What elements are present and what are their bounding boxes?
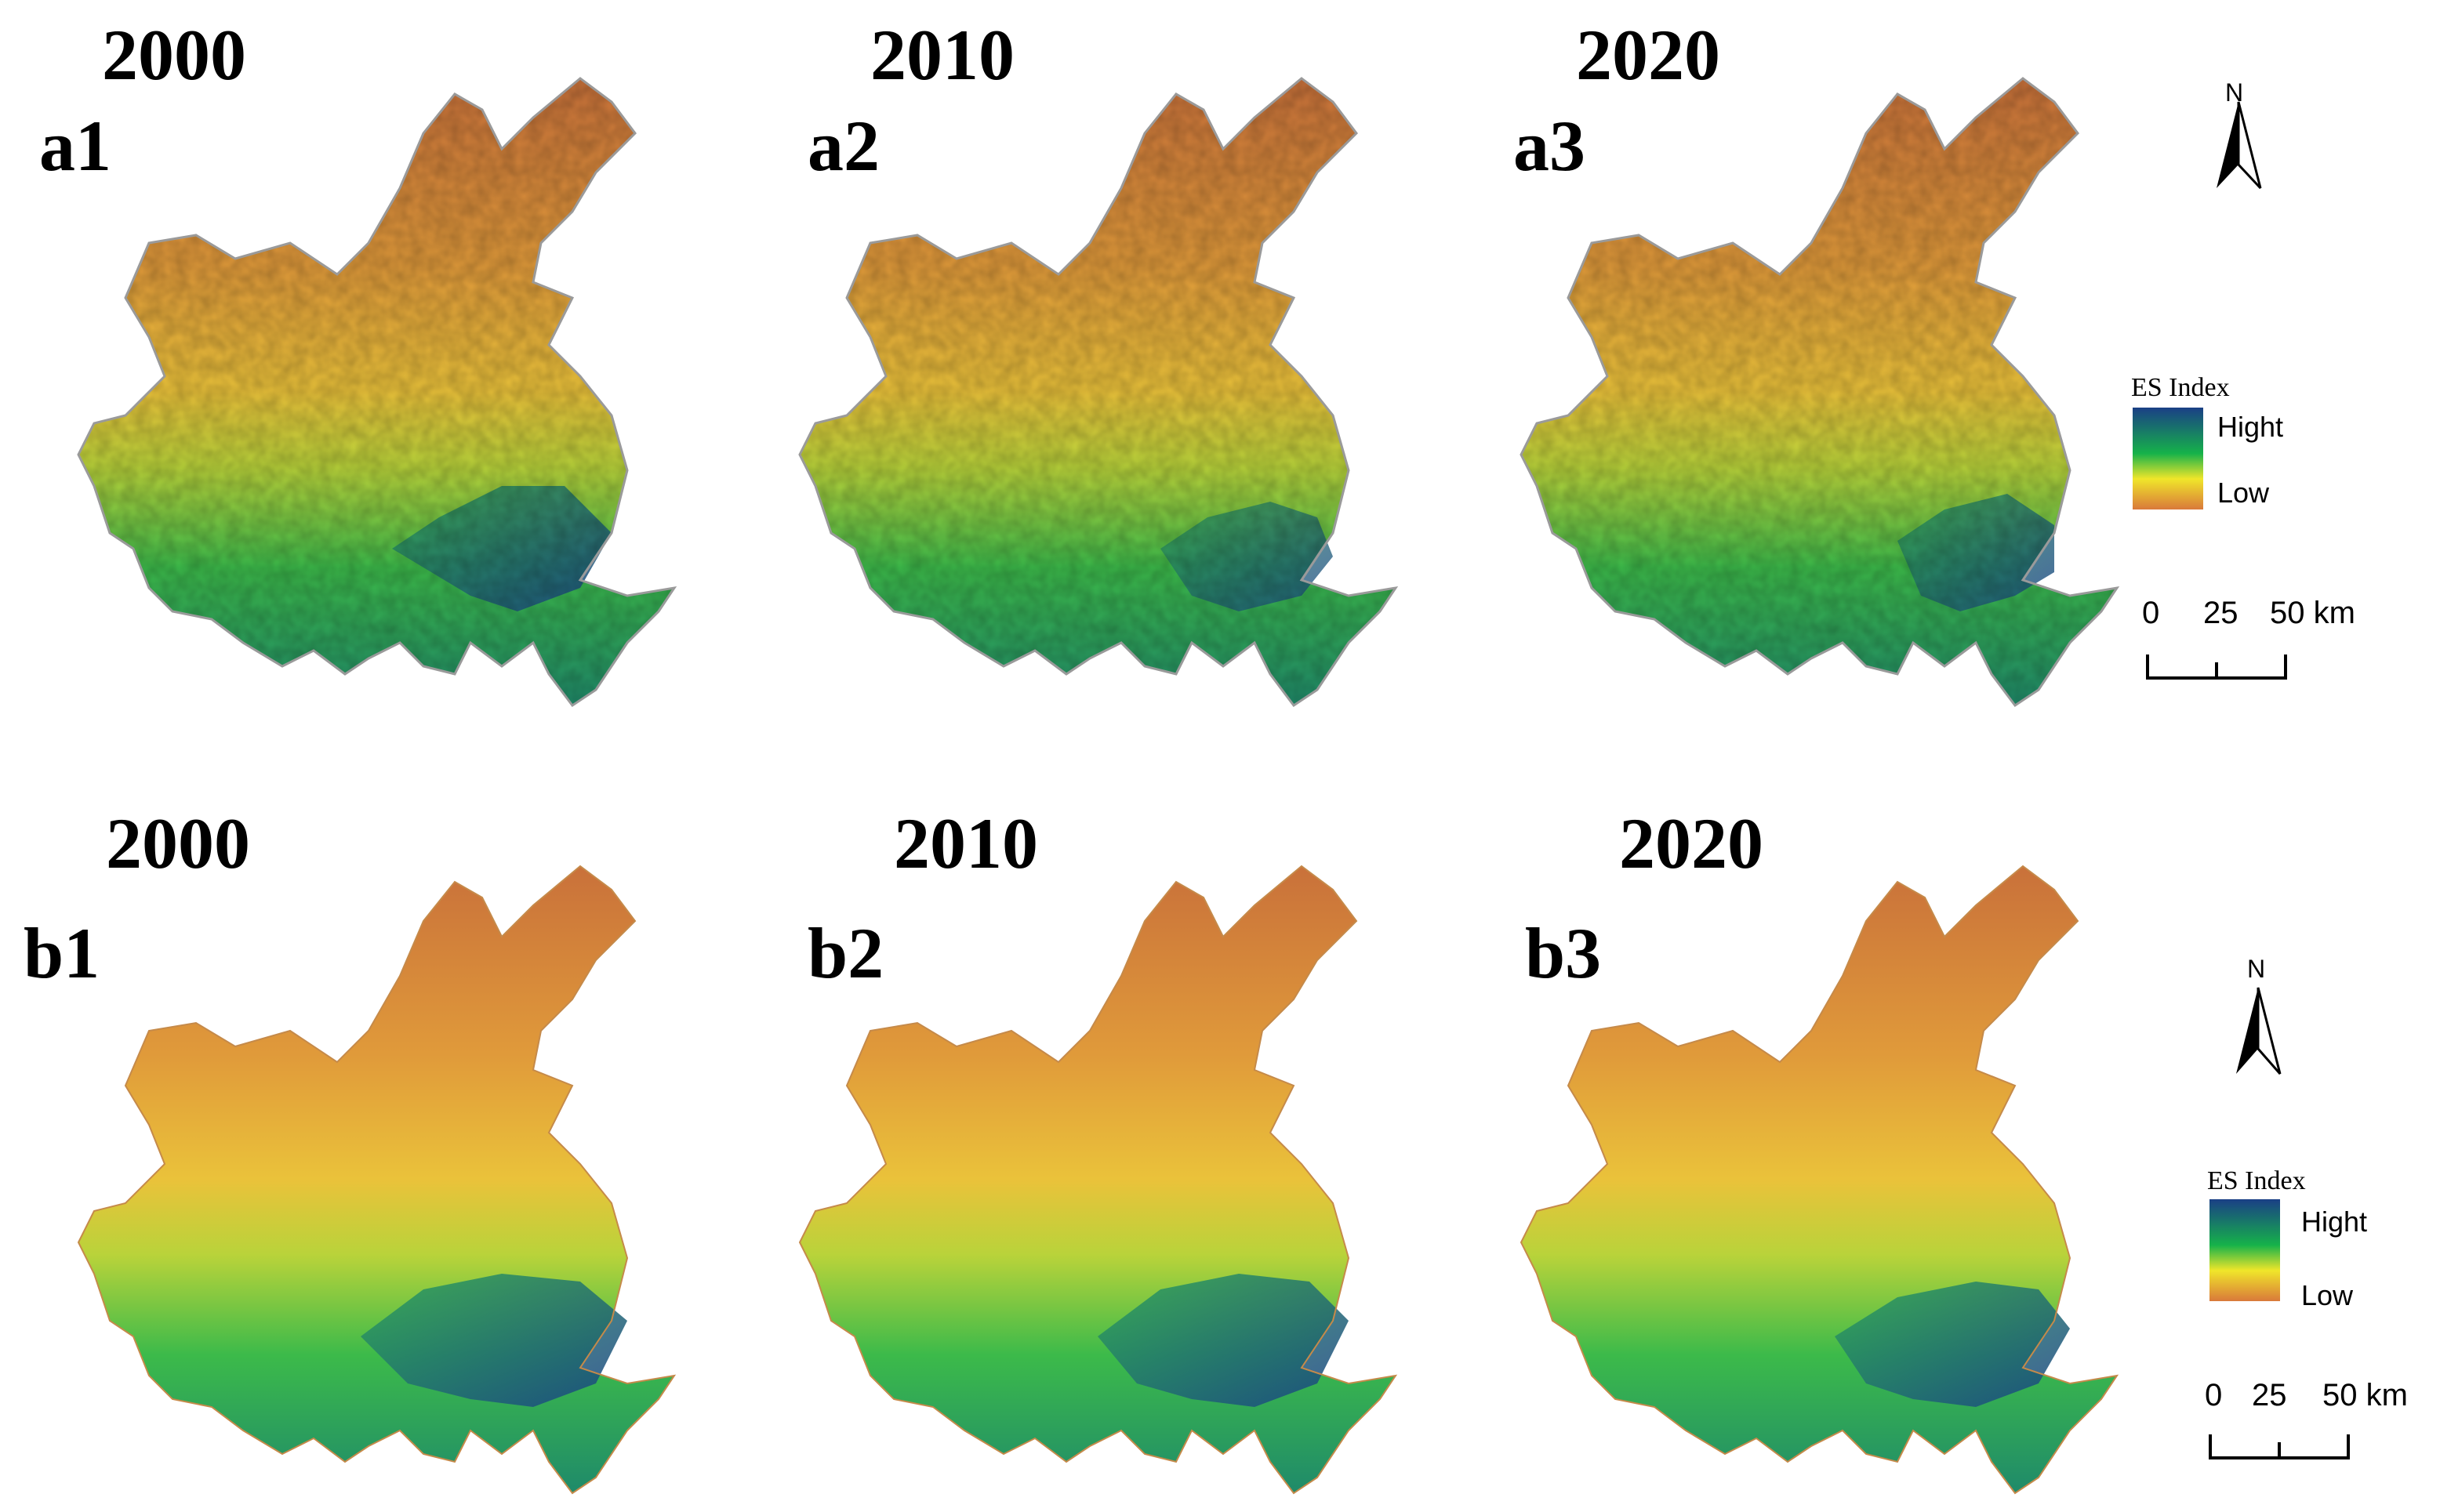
scale-label-0-b: 0	[2205, 1378, 2223, 1412]
legend-low-a: Low	[2217, 477, 2270, 509]
panel-b3-year: 2020	[1619, 803, 1763, 883]
panel-b3-label: b3	[1525, 913, 1602, 993]
panel-b2-year: 2010	[894, 803, 1038, 883]
legend-low-b: Low	[2301, 1279, 2354, 1311]
legend-high-a: Hight	[2217, 411, 2284, 443]
panel-a2-year: 2010	[870, 15, 1015, 95]
map-b3-2020	[1474, 835, 2148, 1509]
map-a1-2000	[31, 47, 706, 721]
panel-a3-year: 2020	[1576, 15, 1720, 95]
panel-a1-year: 2000	[102, 15, 246, 95]
panel-b2-label: b2	[808, 913, 884, 993]
scale-label-50-b: 50 km	[2322, 1378, 2408, 1412]
legend-gradient-a	[2133, 408, 2203, 509]
scale-bar-a	[2146, 654, 2287, 680]
panel-a2-label: a2	[808, 106, 880, 186]
north-arrow-icon-a	[2217, 101, 2262, 190]
scale-label-25-b: 25	[2252, 1378, 2287, 1412]
scale-label-50-a: 50 km	[2270, 596, 2355, 630]
map-b1-2000	[31, 835, 706, 1509]
legend-gradient-b	[2209, 1199, 2280, 1301]
panel-b1-year: 2000	[106, 803, 250, 883]
scale-label-0-a: 0	[2142, 596, 2160, 630]
north-arrow-icon-b	[2236, 987, 2282, 1075]
legend-title-a: ES Index	[2131, 373, 2230, 402]
map-b2-2010	[753, 835, 1427, 1509]
map-a3-2020	[1474, 47, 2148, 721]
map-a2-2010	[753, 47, 1427, 721]
north-label-b: N	[2247, 955, 2266, 983]
panel-a1-label: a1	[39, 106, 111, 186]
scale-label-25-a: 25	[2203, 596, 2238, 630]
panel-b1-label: b1	[24, 913, 100, 993]
north-label-a: N	[2225, 78, 2244, 107]
legend-title-b: ES Index	[2207, 1166, 2306, 1195]
scale-bar-b	[2209, 1434, 2350, 1459]
panel-a3-label: a3	[1513, 106, 1585, 186]
legend-high-b: Hight	[2301, 1206, 2368, 1238]
